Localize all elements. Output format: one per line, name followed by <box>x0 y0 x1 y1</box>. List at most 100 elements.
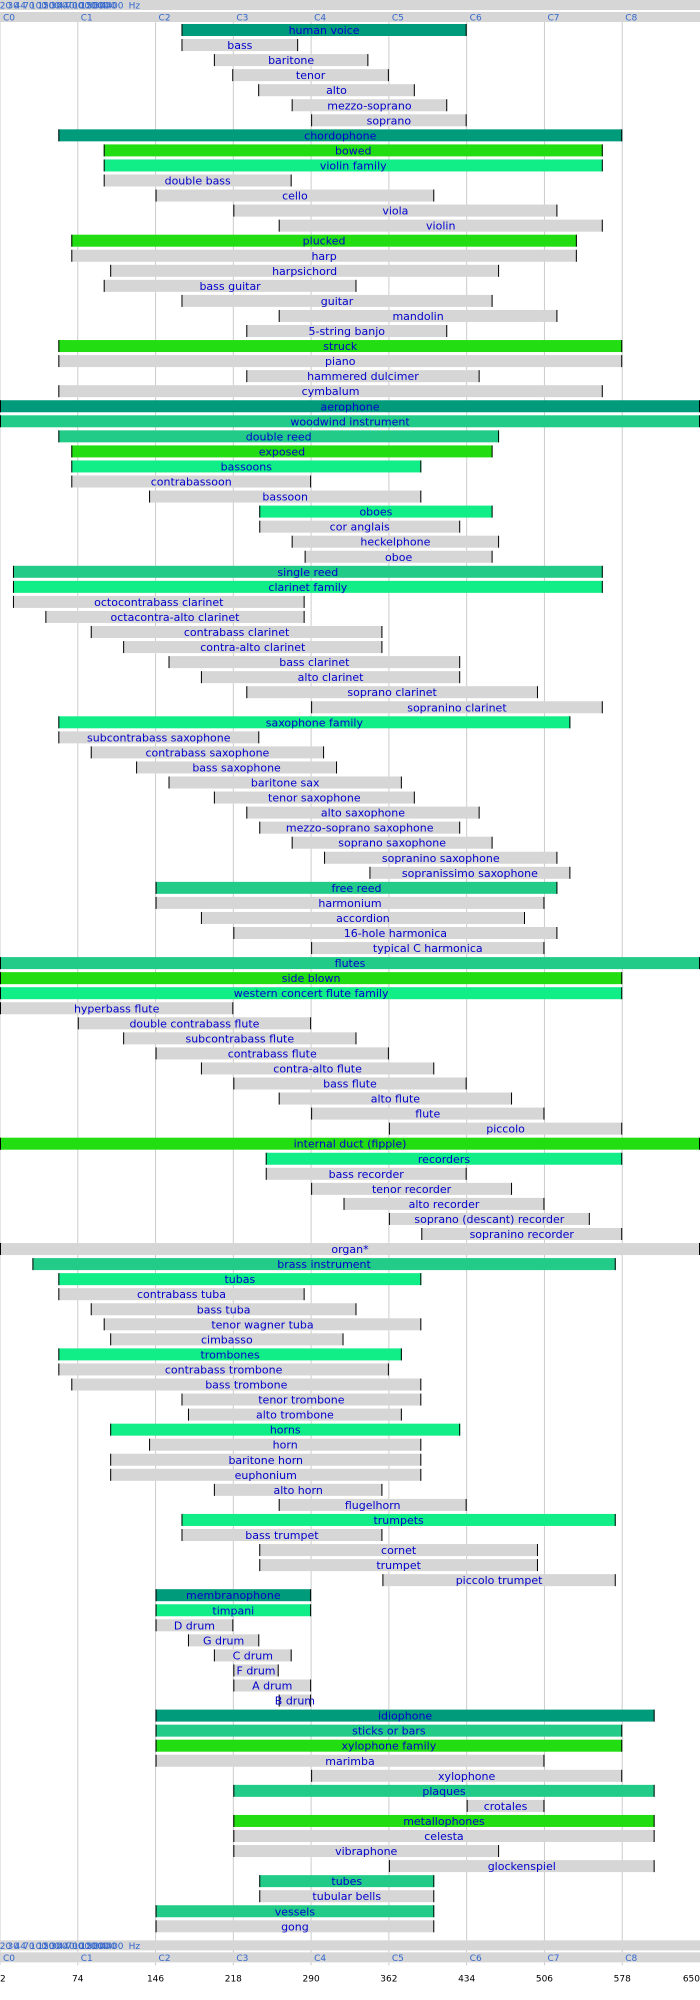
bottom-number-tick: 650 <box>683 1974 700 1984</box>
range-label: exposed <box>259 445 305 458</box>
range-row: tenor saxophone <box>213 791 415 805</box>
range-row: plaques <box>233 1784 655 1798</box>
range-bar <box>123 1032 357 1045</box>
range-row: recorders <box>265 1152 623 1166</box>
range-row: crotales <box>466 1799 545 1813</box>
range-bar <box>265 1152 623 1165</box>
top-hz-tick: 4400 <box>101 2 124 12</box>
top-octave-label: C8 <box>625 14 637 24</box>
range-bar <box>278 1498 467 1511</box>
range-bar <box>12 565 603 578</box>
top-octave-strip <box>0 12 700 22</box>
range-label: metallophones <box>403 1815 485 1828</box>
range-bar <box>155 1905 435 1918</box>
range-bar <box>155 881 558 894</box>
bottom-hz-tick: 70 <box>23 1942 35 1952</box>
bottom-octave-label: C4 <box>314 1954 326 1964</box>
range-label: trumpets <box>373 1514 424 1527</box>
range-label: idiophone <box>378 1710 432 1723</box>
range-row: A drum <box>233 1679 312 1693</box>
range-row: clarinet family <box>12 580 603 594</box>
range-bar <box>265 1167 467 1180</box>
range-row: single reed <box>12 565 603 579</box>
range-bar <box>278 1092 513 1105</box>
top-hz-tick: 20 <box>0 2 11 12</box>
range-label: alto saxophone <box>321 807 405 820</box>
range-row: violin <box>278 219 603 233</box>
range-bar <box>90 1303 357 1316</box>
range-bar <box>213 54 369 67</box>
range-row: heckelphone <box>291 535 500 549</box>
range-label: human voice <box>289 24 360 37</box>
range-row: horn <box>149 1438 422 1452</box>
range-row: alto <box>258 84 415 97</box>
range-label: cello <box>282 190 308 203</box>
range-bar <box>278 1694 312 1707</box>
range-label: tenor <box>296 69 326 82</box>
range-bar <box>213 791 415 804</box>
range-label: viola <box>382 205 408 218</box>
range-label: tenor wagner tuba <box>211 1318 313 1331</box>
range-row: bass <box>181 39 299 52</box>
range-row: oboes <box>259 506 493 519</box>
range-row: woodwind instrument <box>0 415 700 428</box>
range-label: baritone horn <box>228 1454 303 1467</box>
range-row: cor anglais <box>259 520 461 534</box>
range-bar <box>181 1529 383 1541</box>
range-label: piccolo trumpet <box>456 1574 543 1587</box>
range-bar <box>259 1559 538 1572</box>
range-label: mandolin <box>392 310 443 323</box>
range-row: double bass <box>103 174 292 188</box>
range-label: bowed <box>335 144 371 157</box>
range-bar <box>155 189 435 202</box>
range-row: internal duct (fipple) <box>0 1137 700 1151</box>
range-label: aerophone <box>321 400 380 413</box>
range-label: euphonium <box>235 1469 297 1482</box>
range-label: horn <box>273 1439 298 1452</box>
range-row: xylophone family <box>155 1739 623 1753</box>
range-bar <box>155 1604 312 1617</box>
range-label: organ* <box>331 1243 369 1256</box>
bottom-octave-label: C6 <box>470 1954 482 1964</box>
range-row: contrabassoon <box>71 475 312 489</box>
range-row: C drum <box>213 1649 292 1662</box>
range-bar <box>233 204 558 217</box>
range-label: plaques <box>422 1785 466 1798</box>
range-bar <box>149 490 422 503</box>
range-label: double bass <box>165 175 231 188</box>
range-bar <box>246 686 538 699</box>
range-bar <box>110 1333 344 1346</box>
range-bar <box>258 84 415 97</box>
range-label: violin <box>426 220 455 233</box>
range-label: harpsichord <box>272 265 337 278</box>
range-label: 5-string banjo <box>308 325 385 338</box>
range-label: tenor recorder <box>372 1183 452 1196</box>
range-label: hammered dulcimer <box>307 370 419 383</box>
range-label: mezzo-soprano <box>327 99 412 112</box>
top-hz-tick: 44 <box>15 2 27 12</box>
range-row: timpani <box>155 1604 312 1617</box>
range-row: brass instrument <box>32 1258 616 1271</box>
range-label: brass instrument <box>277 1258 371 1271</box>
range-row: western concert flute family <box>0 987 623 1000</box>
range-bar <box>311 1182 513 1195</box>
range-label: mezzo-soprano saxophone <box>286 822 434 835</box>
range-label: heckelphone <box>360 536 430 549</box>
range-bar <box>311 1769 623 1782</box>
range-label: cornet <box>381 1544 417 1557</box>
bottom-number-tick: 218 <box>225 1974 242 1984</box>
range-label: double reed <box>246 430 312 443</box>
range-row: soprano saxophone <box>291 836 493 850</box>
range-row: soprano (descant) recorder <box>388 1212 590 1226</box>
range-row: subcontrabass saxophone <box>58 731 260 744</box>
range-label: sopranino clarinet <box>407 701 507 714</box>
range-bar <box>181 39 299 52</box>
range-label: sopranino recorder <box>470 1228 575 1241</box>
range-bar <box>155 1589 312 1602</box>
range-label: western concert flute family <box>234 987 389 1000</box>
top-hz-tick: 30 <box>7 2 19 12</box>
range-bar <box>58 1363 389 1376</box>
range-label: alto flute <box>371 1093 421 1106</box>
range-row: cello <box>155 189 435 203</box>
range-bar <box>0 1243 700 1256</box>
